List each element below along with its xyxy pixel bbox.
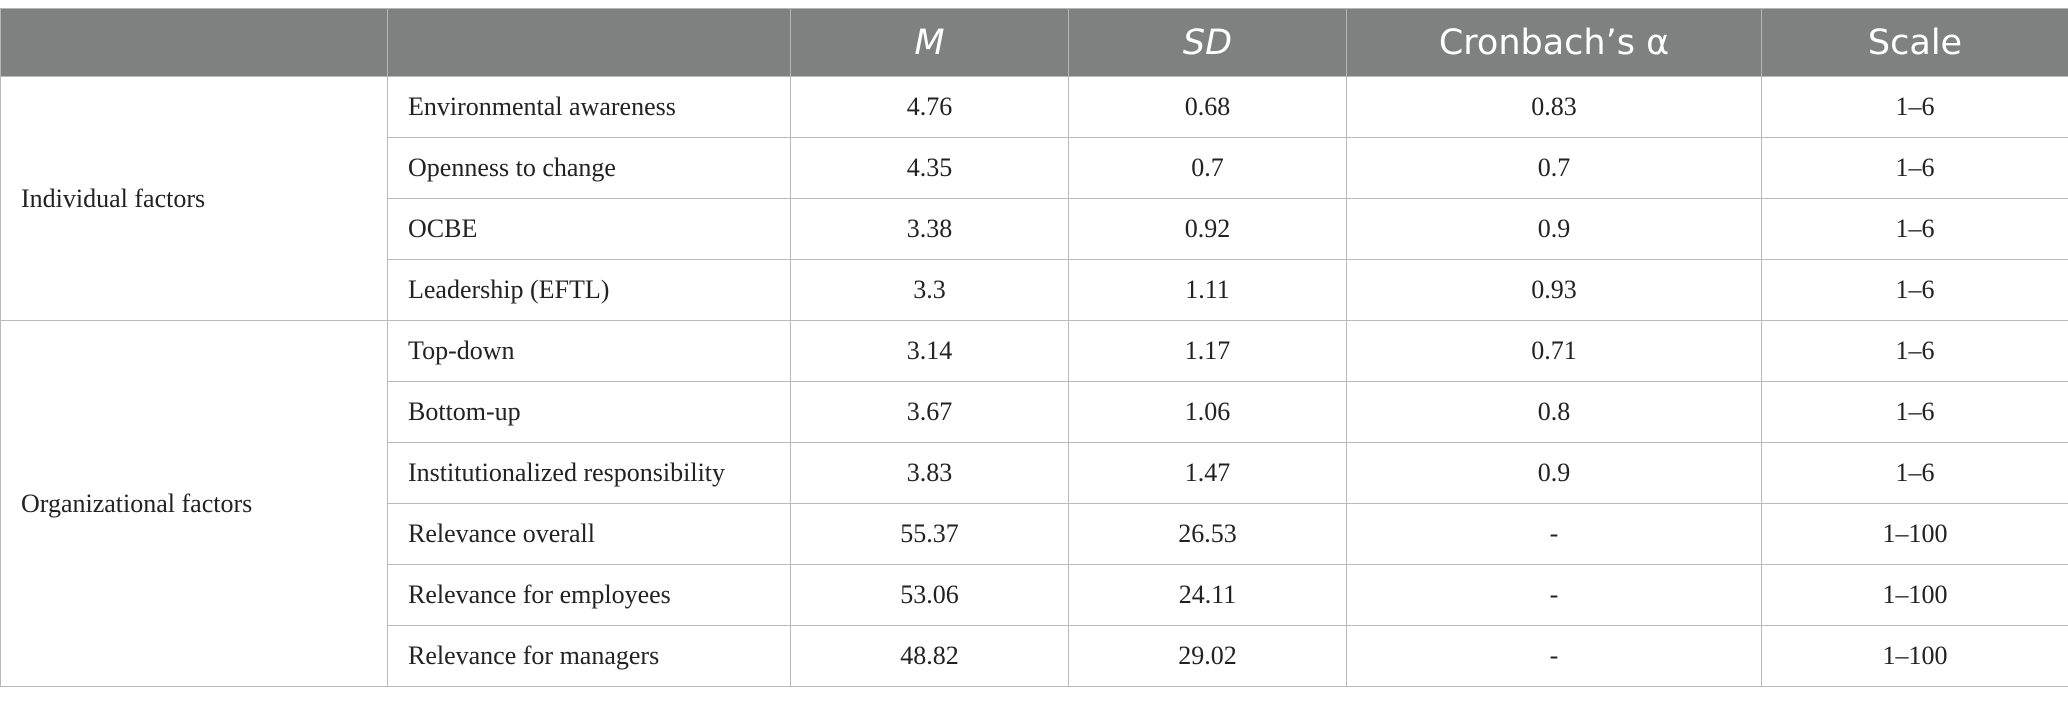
mean-value: 3.3 bbox=[790, 259, 1069, 321]
table-row: Organizational factors Top-down 3.14 1.17 0.… bbox=[0, 320, 2068, 687]
sd-value: 29.02 bbox=[1068, 625, 1347, 687]
header-variable-column bbox=[387, 8, 791, 77]
variable-label: Top-down bbox=[387, 320, 791, 382]
group-label: Organizational factors bbox=[0, 320, 388, 687]
header-scale: Scale bbox=[1761, 8, 2068, 77]
table-body: Individual factors Environmental awarenes… bbox=[0, 76, 2068, 687]
scale-value: 1–6 bbox=[1761, 442, 2068, 504]
scale-value: 1–6 bbox=[1761, 76, 2068, 138]
variable-label: Bottom-up bbox=[387, 381, 791, 443]
header-sd: SD bbox=[1068, 8, 1347, 77]
sd-value: 24.11 bbox=[1068, 564, 1347, 626]
table-row: Individual factors Environmental awarenes… bbox=[0, 76, 2068, 321]
scale-value: 1–6 bbox=[1761, 198, 2068, 260]
descriptive-statistics-table: M SD Cronbach’s α Scale Individual facto… bbox=[0, 8, 2068, 687]
variable-label: Relevance for managers bbox=[387, 625, 791, 687]
table-row: Relevance for employees 53.06 24.11-1–100 bbox=[1, 564, 2068, 626]
sd-value: 0.7 bbox=[1068, 137, 1347, 199]
scale-value: 1–6 bbox=[1761, 137, 2068, 199]
alpha-value: - bbox=[1346, 503, 1762, 565]
scale-value: 1–6 bbox=[1761, 259, 2068, 321]
scale-value: 1–6 bbox=[1761, 320, 2068, 382]
mean-value: 3.83 bbox=[790, 442, 1069, 504]
mean-value: 48.82 bbox=[790, 625, 1069, 687]
alpha-value: 0.9 bbox=[1346, 442, 1762, 504]
variable-label: Leadership (EFTL) bbox=[387, 259, 791, 321]
table-header: M SD Cronbach’s α Scale bbox=[0, 8, 2068, 77]
alpha-value: 0.71 bbox=[1346, 320, 1762, 382]
mean-value: 55.37 bbox=[790, 503, 1069, 565]
sd-value: 0.68 bbox=[1068, 76, 1347, 138]
scale-value: 1–100 bbox=[1761, 564, 2068, 626]
descriptive-statistics-table-wrapper: M SD Cronbach’s α Scale Individual facto… bbox=[0, 8, 2068, 687]
scale-value: 1–6 bbox=[1761, 381, 2068, 443]
mean-value: 4.35 bbox=[790, 137, 1069, 199]
alpha-value: 0.83 bbox=[1346, 76, 1762, 138]
alpha-value: 0.7 bbox=[1346, 137, 1762, 199]
header-row: M SD Cronbach’s α Scale bbox=[0, 8, 2068, 77]
mean-value: 4.76 bbox=[790, 76, 1069, 138]
mean-value: 53.06 bbox=[790, 564, 1069, 626]
sd-value: 1.47 bbox=[1068, 442, 1347, 504]
sd-value: 0.92 bbox=[1068, 198, 1347, 260]
sd-value: 1.06 bbox=[1068, 381, 1347, 443]
alpha-value: - bbox=[1346, 625, 1762, 687]
sd-value: 1.17 bbox=[1068, 320, 1347, 382]
table-row: Institutionalized responsibility 3.83 1.47… bbox=[1, 442, 2068, 504]
alpha-value: 0.9 bbox=[1346, 198, 1762, 260]
mean-value: 3.38 bbox=[790, 198, 1069, 260]
variable-label: Environmental awareness bbox=[387, 76, 791, 138]
alpha-value: - bbox=[1346, 564, 1762, 626]
table-row: Relevance overall 55.37 26.53-1–100 bbox=[1, 503, 2068, 565]
variable-label: Relevance for employees bbox=[387, 564, 791, 626]
scale-value: 1–100 bbox=[1761, 503, 2068, 565]
variable-label: Openness to change bbox=[387, 137, 791, 199]
variable-label: Institutionalized responsibility bbox=[387, 442, 791, 504]
table-row: Bottom-up 3.67 1.06 0.8 1–6 bbox=[1, 381, 2068, 443]
scale-value: 1–100 bbox=[1761, 625, 2068, 687]
mean-value: 3.67 bbox=[790, 381, 1069, 443]
group-label: Individual factors bbox=[0, 76, 388, 321]
mean-value: 3.14 bbox=[790, 320, 1069, 382]
table-row: Relevance for managers 48.82 29.02-1–100 bbox=[1, 625, 2068, 687]
variable-label: OCBE bbox=[387, 198, 791, 260]
sd-value: 1.11 bbox=[1068, 259, 1347, 321]
alpha-value: 0.93 bbox=[1346, 259, 1762, 321]
variable-label: Relevance overall bbox=[387, 503, 791, 565]
header-group-column bbox=[0, 8, 388, 77]
table-row: OCBE 3.38 0.92 0.9 1–6 bbox=[1, 198, 2068, 260]
alpha-value: 0.8 bbox=[1346, 381, 1762, 443]
header-cronbach-alpha: Cronbach’s α bbox=[1346, 8, 1762, 77]
header-mean: M bbox=[790, 8, 1069, 77]
sd-value: 26.53 bbox=[1068, 503, 1347, 565]
table-row: Leadership (EFTL) 3.3 1.11 0.93 1–6 bbox=[1, 259, 2068, 321]
